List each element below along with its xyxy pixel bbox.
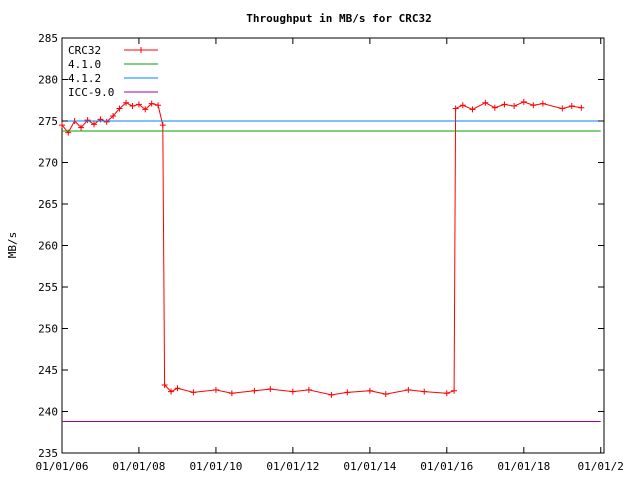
- data-point: [212, 386, 219, 393]
- legend-label: 4.1.0: [68, 58, 101, 71]
- x-tick-label: 01/01/14: [343, 460, 396, 473]
- y-axis-label: MB/s: [6, 232, 19, 259]
- data-point: [289, 388, 296, 395]
- data-point: [91, 121, 98, 128]
- y-tick-label: 250: [38, 323, 58, 336]
- legend-label: CRC32: [68, 44, 101, 57]
- data-point: [568, 103, 575, 110]
- data-point: [459, 102, 466, 109]
- series-line: [61, 101, 582, 396]
- data-point: [123, 99, 130, 106]
- data-point: [78, 124, 85, 131]
- y-tick-label: 265: [38, 198, 58, 211]
- data-point: [174, 385, 181, 392]
- data-point: [142, 106, 149, 113]
- series-layer: [59, 98, 601, 422]
- legend-label: ICC-9.0: [68, 86, 114, 99]
- data-point: [421, 388, 428, 395]
- data-point: [328, 391, 335, 398]
- data-point: [469, 106, 476, 113]
- data-point: [405, 386, 412, 393]
- data-point: [168, 388, 175, 395]
- data-point: [482, 99, 489, 106]
- data-point: [366, 387, 373, 394]
- data-point: [110, 113, 117, 120]
- data-point: [539, 100, 546, 107]
- series-crc32: [59, 98, 585, 398]
- data-point: [344, 389, 351, 396]
- data-point: [491, 104, 498, 111]
- data-point: [190, 389, 197, 396]
- y-tick-label: 285: [38, 32, 58, 45]
- data-point: [155, 102, 162, 109]
- y-tick-label: 245: [38, 364, 58, 377]
- data-point: [148, 100, 155, 107]
- data-point: [135, 101, 142, 108]
- data-point: [159, 122, 166, 129]
- data-point: [103, 118, 110, 125]
- x-tick-label: 01/01/12: [266, 460, 319, 473]
- x-tick-label: 01/01/2: [578, 460, 624, 473]
- data-point: [116, 105, 123, 112]
- legend-marker: [138, 47, 144, 53]
- y-tick-label: 275: [38, 115, 58, 128]
- data-point: [59, 122, 65, 129]
- data-point: [511, 103, 518, 110]
- data-point: [228, 390, 235, 397]
- data-point: [382, 391, 389, 398]
- data-point: [520, 98, 527, 105]
- axes-layer: 235 240 245 250 255 260 265 270 275 280 285 01/01/0…: [36, 32, 624, 473]
- x-tick-label: 01/01/10: [189, 460, 242, 473]
- data-point: [559, 105, 566, 112]
- data-point: [84, 117, 91, 124]
- x-tick-label: 01/01/16: [420, 460, 473, 473]
- plot-frame: [61, 37, 605, 454]
- y-tick-label: 235: [38, 447, 58, 460]
- x-tick-label: 01/01/08: [112, 460, 165, 473]
- y-tick-label: 280: [38, 74, 58, 87]
- y-tick-label: 260: [38, 240, 58, 253]
- data-point: [267, 386, 274, 393]
- data-point: [451, 387, 458, 394]
- legend-label: 4.1.2: [68, 72, 101, 85]
- data-point: [161, 381, 168, 388]
- data-point: [530, 102, 537, 109]
- data-point: [251, 387, 258, 394]
- data-point: [129, 103, 136, 110]
- data-point: [443, 390, 450, 397]
- data-point: [305, 386, 312, 393]
- chart-title: Throughput in MB/s for CRC32: [246, 12, 431, 25]
- y-tick-label: 255: [38, 281, 58, 294]
- y-tick-label: 270: [38, 157, 58, 170]
- data-point: [452, 105, 459, 112]
- x-tick-label: 01/01/06: [36, 460, 89, 473]
- x-tick-label: 01/01/18: [497, 460, 550, 473]
- data-point: [501, 101, 508, 108]
- data-point: [578, 104, 585, 111]
- y-tick-label: 240: [38, 406, 58, 419]
